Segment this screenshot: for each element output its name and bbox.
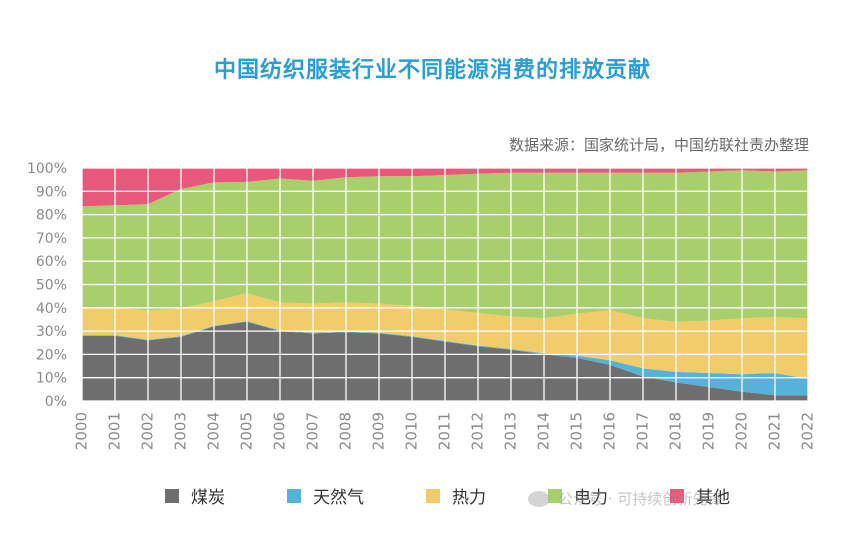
y-tick-label: 80% xyxy=(36,208,67,224)
x-tick-label: 2007 xyxy=(304,412,322,450)
legend-item-gas: 天然气 xyxy=(287,483,364,508)
legend-swatch-heat xyxy=(426,488,440,503)
y-tick-label: 30% xyxy=(36,324,67,340)
x-tick-label: 2000 xyxy=(73,412,91,450)
y-tick-label: 0% xyxy=(45,394,67,410)
legend-label-gas: 天然气 xyxy=(313,488,364,508)
legend-swatch-other xyxy=(670,488,684,503)
legend-item-heat: 热力 xyxy=(426,483,486,508)
legend-label-electricity: 电力 xyxy=(574,488,608,508)
y-tick-label: 90% xyxy=(36,184,67,200)
area-series-4 xyxy=(82,168,808,207)
x-tick-label: 2022 xyxy=(799,412,817,450)
x-tick-label: 2002 xyxy=(139,412,157,450)
legend-swatch-coal xyxy=(165,488,179,503)
chart-title: 中国纺织服装行业不同能源消费的排放贡献 xyxy=(213,58,651,83)
x-tick-label: 2019 xyxy=(700,412,718,450)
x-tick-label: 2004 xyxy=(205,412,223,450)
x-tick-label: 2016 xyxy=(601,412,619,450)
watermark: 公众号 · 可持续创新先锋 xyxy=(528,488,722,509)
y-tick-label: 60% xyxy=(36,254,67,270)
wechat-icon xyxy=(528,490,550,507)
x-tick-label: 2013 xyxy=(502,412,520,450)
x-tick-label: 2009 xyxy=(370,412,388,450)
legend-label-heat: 热力 xyxy=(452,488,486,508)
y-tick-label: 10% xyxy=(36,371,67,387)
legend-item-other: 其他 xyxy=(670,483,730,508)
legend-label-coal: 煤炭 xyxy=(191,488,225,508)
x-tick-label: 2005 xyxy=(238,412,256,450)
x-tick-label: 2015 xyxy=(568,412,586,450)
x-tick-label: 2012 xyxy=(469,412,487,450)
legend-label-other: 其他 xyxy=(696,488,730,508)
legend-swatch-gas xyxy=(287,488,301,503)
y-tick-label: 100% xyxy=(27,161,67,177)
y-tick-label: 20% xyxy=(36,347,67,363)
x-tick-label: 2010 xyxy=(403,412,421,450)
x-tick-label: 2021 xyxy=(766,412,784,450)
source-note: 数据来源：国家统计局，中国纺联社责办整理 xyxy=(508,136,809,154)
legend: 煤炭 天然气 热力 电力 其他 xyxy=(165,483,792,508)
x-tick-label: 2017 xyxy=(634,412,652,450)
x-tick-label: 2011 xyxy=(436,412,454,450)
area-series-1 xyxy=(82,321,808,396)
legend-item-electricity: 电力 xyxy=(548,483,608,508)
watermark-text: 公众号 · 可持续创新先锋 xyxy=(558,490,723,508)
y-tick-label: 50% xyxy=(36,278,67,294)
x-tick-label: 2014 xyxy=(535,412,553,450)
x-tick-label: 2008 xyxy=(337,412,355,450)
x-tick-label: 2003 xyxy=(172,412,190,450)
legend-item-coal: 煤炭 xyxy=(165,483,225,508)
y-tick-label: 70% xyxy=(36,231,67,247)
x-tick-label: 2020 xyxy=(733,412,751,450)
x-tick-label: 2001 xyxy=(106,412,124,450)
x-tick-label: 2006 xyxy=(271,412,289,450)
y-tick-label: 40% xyxy=(36,301,67,317)
legend-swatch-electricity xyxy=(548,488,562,503)
x-tick-label: 2018 xyxy=(667,412,685,450)
